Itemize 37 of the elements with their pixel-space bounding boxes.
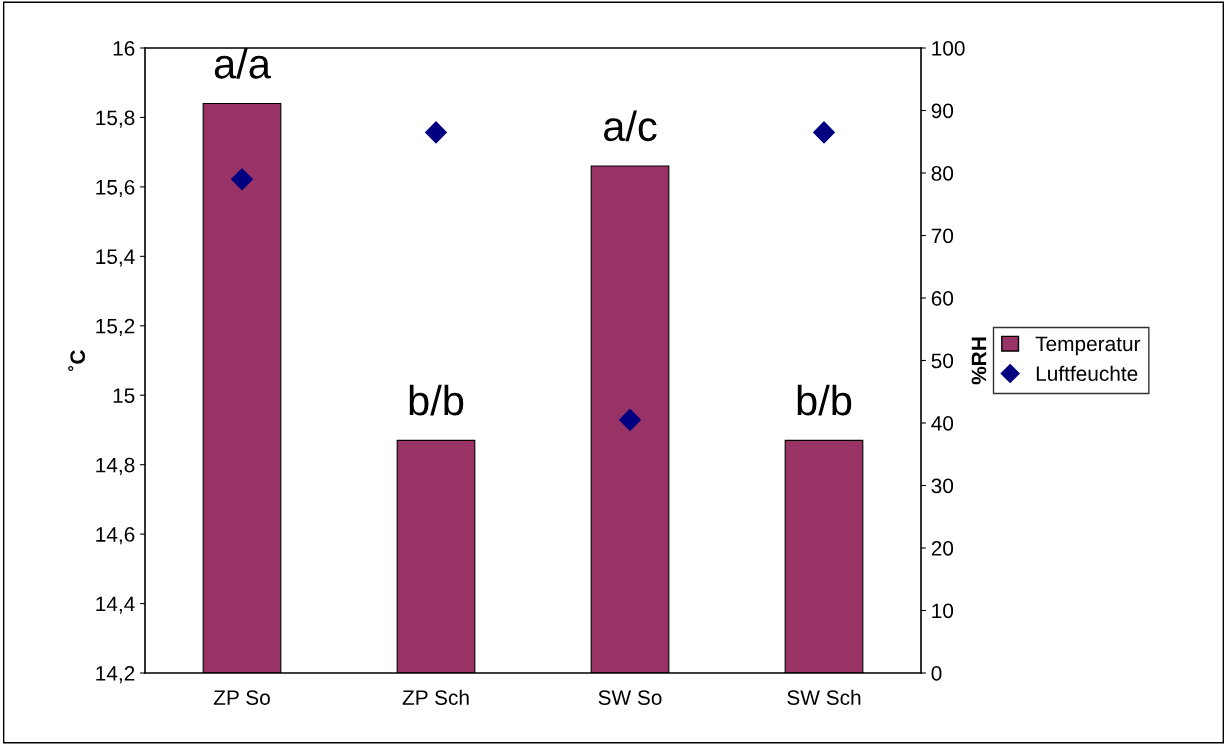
- y2-axis-title: %RH: [971, 337, 987, 385]
- annotation: a/a: [214, 48, 271, 79]
- annotation: b/b: [797, 384, 852, 416]
- point: [813, 121, 835, 144]
- point: [425, 121, 447, 144]
- legend-label: Temperatur: [1035, 336, 1141, 356]
- x-tick-label: ZP So: [213, 690, 270, 705]
- y-tick-label: 15,4: [96, 249, 135, 267]
- y2-tick-label: 30: [931, 478, 954, 494]
- y-tick-label: 14,8: [96, 457, 135, 475]
- y2-tick-label: 20: [931, 541, 954, 556]
- legend-label: Luftfeuchte: [1036, 365, 1138, 382]
- y-tick-label: 15,8: [96, 110, 135, 128]
- y2-tick-label: 50: [931, 353, 954, 369]
- x-tick-label: SW So: [598, 690, 662, 705]
- y2-tick-label: 90: [931, 103, 954, 119]
- x-tick-label: SW Sch: [787, 689, 861, 705]
- y-tick-label: 15,6: [96, 179, 135, 198]
- y2-tick-label: 40: [931, 416, 954, 431]
- y-tick-label: 14,4: [96, 596, 135, 614]
- y-tick-label: 15,2: [96, 318, 135, 336]
- y-tick-label: 15: [113, 388, 135, 403]
- y2-tick-label: 10: [932, 603, 954, 619]
- y2-tick-label: 100: [932, 41, 965, 56]
- y2-tick-label: 0: [931, 666, 942, 681]
- annotation: b/b: [409, 384, 464, 416]
- y-axis-title: ˚C: [68, 350, 86, 372]
- annotation: a/c: [603, 110, 657, 142]
- y-tick-label: 14,6: [96, 527, 135, 545]
- y2-tick-label: 80: [931, 166, 954, 181]
- y-tick-label: 16: [113, 41, 135, 56]
- y-tick-label: 14,2: [96, 666, 135, 684]
- point: [619, 408, 641, 431]
- point: [231, 168, 253, 191]
- y2-tick-label: 60: [931, 291, 954, 306]
- y2-tick-label: 70: [931, 228, 954, 244]
- x-tick-label: ZP Sch: [402, 689, 469, 705]
